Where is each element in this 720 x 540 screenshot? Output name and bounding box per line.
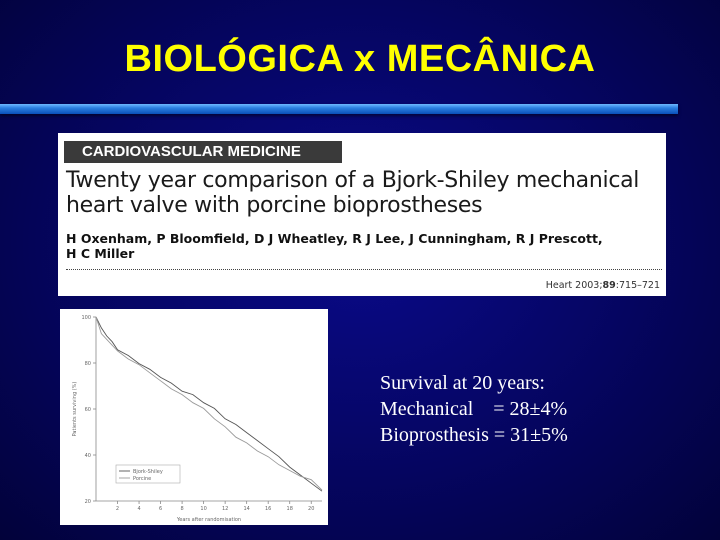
- y-tick-label: 100: [81, 315, 91, 321]
- x-tick-label: 18: [287, 506, 293, 512]
- survival-mechanical: Mechanical = 28±4%: [380, 398, 568, 420]
- paper-authors-line-1: H Oxenham, P Bloomfield, D J Wheatley, R…: [66, 231, 603, 246]
- x-tick-label: 4: [137, 506, 140, 512]
- survival-heading: Survival at 20 years:: [380, 372, 545, 394]
- slide-title: BIOLÓGICA x MECÂNICA: [124, 38, 596, 80]
- section-tag: CARDIOVASCULAR MEDICINE: [64, 141, 342, 163]
- paper-header-image: CARDIOVASCULAR MEDICINE Twenty year comp…: [58, 133, 666, 296]
- x-tick-label: 20: [308, 506, 314, 512]
- dotted-divider: [66, 269, 662, 270]
- survival-chart: 100 80 60 40 20 2 4 6 8 10 12 14 16 18 20 Years after r…: [72, 315, 323, 523]
- survival-summary: Survival at 20 years: Mechanical = 28±4%…: [380, 370, 568, 448]
- legend-label-1: Porcine: [133, 476, 151, 482]
- x-tick-label: 14: [243, 506, 249, 512]
- x-tick-label: 2: [116, 506, 119, 512]
- legend-label-0: Bjork-Shiley: [133, 469, 163, 475]
- paper-title: Twenty year comparison of a Bjork-Shiley…: [66, 168, 656, 218]
- y-tick-label: 40: [85, 453, 91, 459]
- x-tick-label: 6: [159, 506, 162, 512]
- title-underline-bar: [0, 104, 678, 114]
- paper-authors-line-2: H C Miller: [66, 246, 135, 261]
- y-tick-label: 20: [85, 499, 91, 505]
- paper-title-line-2: heart valve with porcine bioprostheses: [66, 193, 483, 218]
- y-axis-label: Patients surviving (%): [72, 382, 78, 437]
- y-tick-label: 60: [85, 407, 91, 413]
- survival-bioprosthesis: Bioprosthesis = 31±5%: [380, 424, 568, 446]
- x-axis-label: Years after randomisation: [176, 517, 241, 523]
- paper-title-line-1: Twenty year comparison of a Bjork-Shiley…: [66, 168, 640, 193]
- citation-volume: 89: [602, 280, 616, 291]
- x-tick-label: 10: [200, 506, 206, 512]
- series-line-0: [95, 316, 323, 492]
- y-tick-label: 80: [85, 361, 91, 367]
- survival-chart-panel: 100 80 60 40 20 2 4 6 8 10 12 14 16 18 20 Years after r…: [60, 309, 328, 525]
- series-line-1: [95, 316, 323, 491]
- citation-pages: :715–721: [615, 280, 660, 291]
- x-tick-label: 16: [265, 506, 271, 512]
- legend-box: [115, 464, 181, 484]
- x-tick-label: 12: [222, 506, 228, 512]
- x-tick-label: 8: [181, 506, 184, 512]
- citation-prefix: Heart 2003;: [545, 280, 603, 291]
- paper-authors: H Oxenham, P Bloomfield, D J Wheatley, R…: [66, 231, 656, 261]
- journal-citation: Heart 2003;89:715–721: [546, 280, 660, 291]
